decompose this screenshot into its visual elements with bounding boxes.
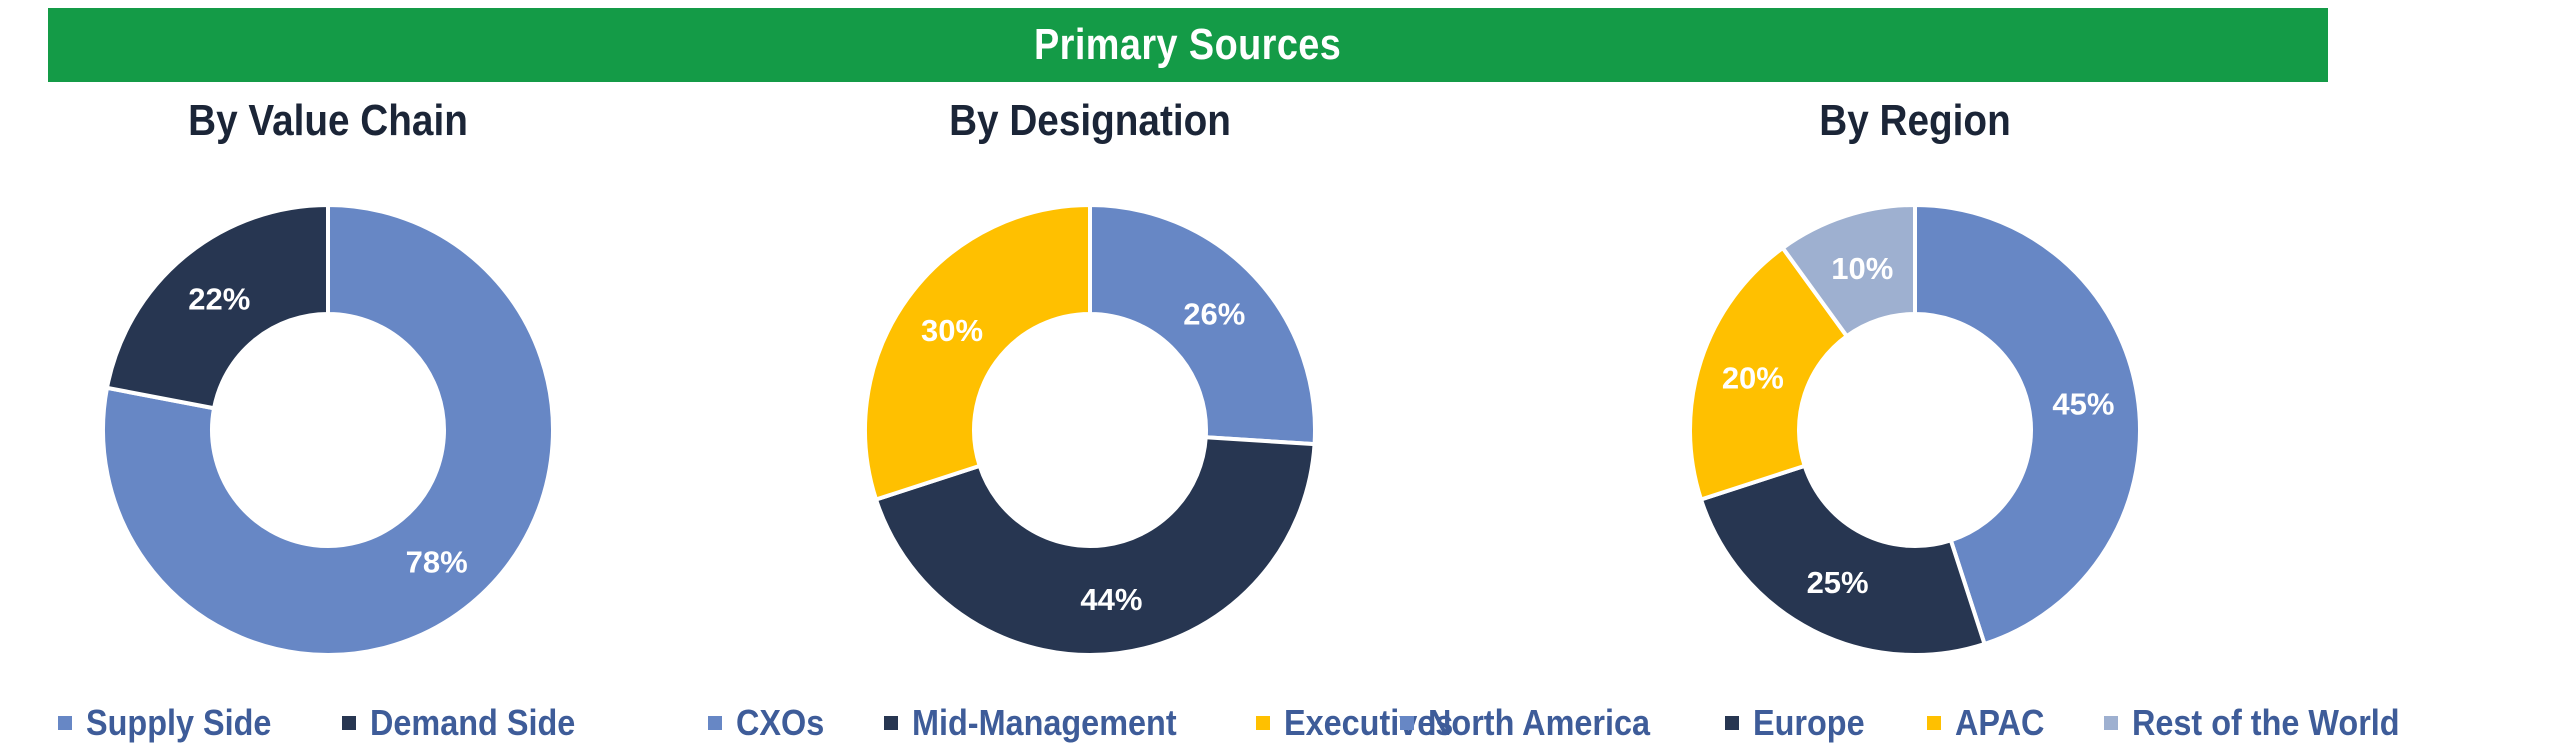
legend-swatch <box>1255 716 1270 730</box>
chart-title: By Region <box>1819 96 2011 145</box>
data-label-executives: 30% <box>921 313 983 348</box>
slice-cxos <box>1088 202 1317 447</box>
legend-item-cxos: CXOs <box>707 702 834 744</box>
legend-item-demand-side: Demand Side <box>341 702 598 744</box>
legend-label: CXOs <box>735 702 825 743</box>
data-label-mid-management: 44% <box>1080 582 1142 617</box>
legend-swatch <box>1400 716 1415 730</box>
legend-label: Mid-Management <box>911 702 1177 743</box>
designation-panel: By Designation 26% 44% 30% CXOs Mid-Managem… <box>707 90 1460 756</box>
chart-legend: Supply Side Demand Side <box>48 702 608 744</box>
legend-swatch <box>883 716 898 730</box>
slice-apac <box>1688 245 1850 503</box>
legend-swatch <box>341 716 356 730</box>
legend-item-apac: APAC <box>1927 702 2054 744</box>
legend-swatch <box>707 716 722 730</box>
region-panel: By Region 45% 25% 20% 10% North America Euro… <box>1400 90 2400 756</box>
slice-rest-of-the-world <box>1779 202 1917 339</box>
legend-label: Executives <box>1283 702 1454 743</box>
legend-item-executives: Executives <box>1255 702 1472 744</box>
legend-swatch <box>57 716 72 730</box>
chart-title: By Designation <box>949 96 1231 145</box>
legend-item-supply-side: Supply Side <box>57 702 292 744</box>
value-chain-donut: 78% 22% <box>101 202 555 657</box>
slice-supply-side <box>101 202 555 657</box>
legend-item-europe: Europe <box>1725 702 1877 744</box>
slice-north-america <box>1913 202 2142 647</box>
legend-label: Demand Side <box>369 702 576 743</box>
slice-europe <box>1698 463 1988 657</box>
data-label-north-america: 45% <box>2052 386 2114 421</box>
legend-label: Europe <box>1753 702 1865 743</box>
data-label-apac: 20% <box>1722 360 1784 395</box>
designation-donut: 26% 44% 30% <box>863 202 1317 657</box>
legend-label: APAC <box>1955 702 2045 743</box>
legend-label: Supply Side <box>85 702 272 743</box>
legend-swatch <box>2104 716 2119 730</box>
primary-sources-banner: Primary Sources <box>48 8 2328 82</box>
chart-title: By Value Chain <box>188 96 468 145</box>
slice-executives <box>863 202 1092 503</box>
data-label-cxos: 26% <box>1183 296 1245 331</box>
value-chain-panel: By Value Chain 78% 22% Supply Side Demand … <box>48 90 608 756</box>
legend-swatch <box>1725 716 1740 730</box>
data-label-demand-side: 22% <box>188 282 250 317</box>
data-label-europe: 25% <box>1807 565 1869 600</box>
legend-label: Rest of the World <box>2132 702 2400 743</box>
chart-legend: CXOs Mid-Management Executives <box>707 702 1460 744</box>
legend-swatch <box>1927 716 1942 730</box>
legend-item-mid-management: Mid-Management <box>883 702 1206 744</box>
legend-item-rest-of-the-world: Rest of the World <box>2104 702 2429 744</box>
data-label-rest-of-the-world: 10% <box>1831 251 1893 286</box>
data-label-supply-side: 78% <box>406 544 468 579</box>
slice-mid-management <box>873 435 1317 657</box>
region-donut: 45% 25% 20% 10% <box>1688 202 2142 657</box>
slice-demand-side <box>104 202 330 411</box>
banner-title: Primary Sources <box>1034 20 1342 69</box>
legend-label: North America <box>1428 702 1651 743</box>
chart-legend: North America Europe APAC Rest of the World <box>1400 702 2400 744</box>
legend-item-north-america: North America <box>1400 702 1675 744</box>
